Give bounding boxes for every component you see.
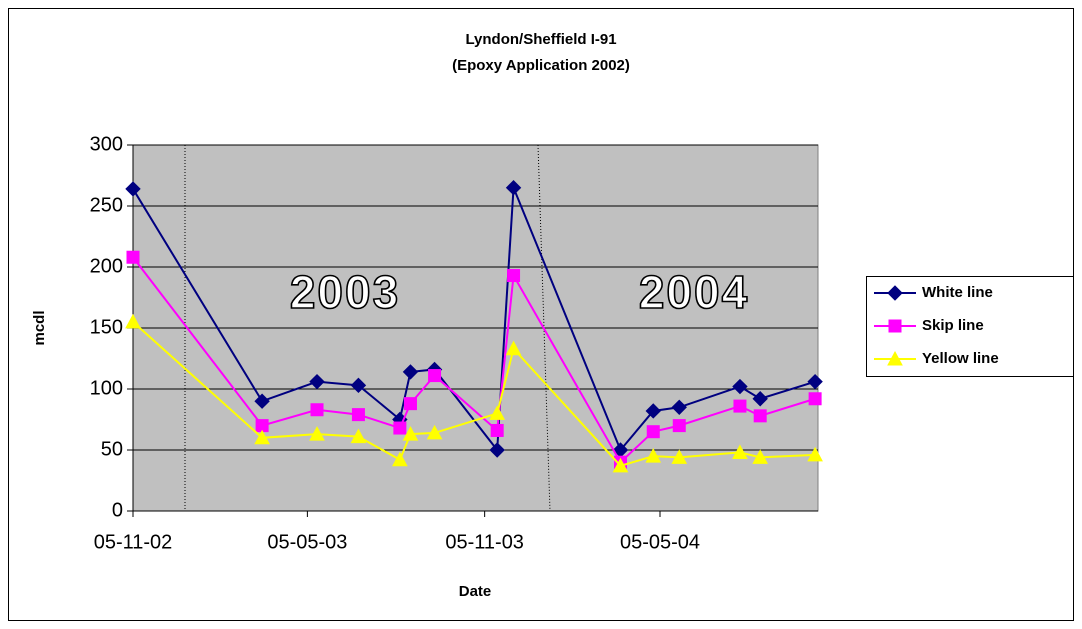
marker (350, 428, 367, 444)
marker (672, 419, 686, 433)
chart-subtitle: (Epoxy Application 2002) (452, 57, 630, 74)
marker (125, 181, 141, 197)
marker (490, 423, 504, 437)
marker (612, 457, 629, 473)
marker (393, 421, 407, 435)
x-tick-label: 05-11-02 (94, 531, 173, 553)
y-tick-label: 250 (90, 194, 123, 216)
marker (402, 364, 419, 380)
marker (887, 285, 903, 301)
year-annotation: 2003 (290, 266, 400, 318)
marker (733, 399, 747, 413)
marker (489, 405, 506, 420)
x-tick-label: 05-11-03 (445, 531, 524, 553)
marker (489, 442, 505, 458)
marker (310, 403, 324, 417)
x-axis-label: Date (459, 583, 492, 600)
marker (309, 373, 325, 390)
marker (126, 250, 140, 264)
chart-title: Lyndon/Sheffield I-91 (465, 31, 616, 48)
marker (309, 426, 325, 441)
y-axis-label: mcdl (31, 310, 48, 345)
marker (752, 449, 769, 464)
marker (752, 391, 768, 407)
y-tick-label: 0 (112, 499, 123, 521)
x-tick-label: 05-05-03 (267, 531, 347, 553)
marker (392, 451, 408, 467)
x-tick-label: 05-05-04 (620, 531, 700, 553)
marker (507, 269, 521, 283)
legend-label: Skip line (922, 317, 984, 334)
marker (505, 340, 522, 356)
legend-label: White line (922, 284, 993, 301)
marker (403, 397, 417, 411)
y-tick-label: 150 (90, 316, 123, 338)
marker (808, 392, 822, 406)
marker (671, 399, 687, 416)
marker (125, 313, 141, 329)
marker (732, 378, 748, 395)
legend-label: Yellow line (922, 350, 999, 367)
marker (646, 425, 660, 439)
y-tick-label: 300 (90, 133, 123, 155)
marker (807, 373, 823, 390)
marker (428, 369, 442, 383)
y-tick-label: 200 (90, 255, 123, 277)
marker (254, 429, 270, 445)
marker (350, 377, 367, 394)
year-annotation: 2004 (639, 266, 749, 318)
marker (254, 393, 270, 409)
marker (351, 408, 365, 422)
marker (645, 403, 661, 419)
marker (807, 446, 823, 462)
marker (732, 444, 748, 459)
marker (671, 449, 688, 464)
y-tick-label: 100 (90, 377, 123, 399)
y-tick-label: 50 (101, 438, 123, 460)
marker (888, 319, 902, 333)
marker (402, 426, 419, 441)
marker (753, 409, 767, 423)
marker (645, 448, 662, 463)
marker (505, 179, 522, 196)
marker (426, 424, 443, 440)
marker (887, 350, 903, 366)
